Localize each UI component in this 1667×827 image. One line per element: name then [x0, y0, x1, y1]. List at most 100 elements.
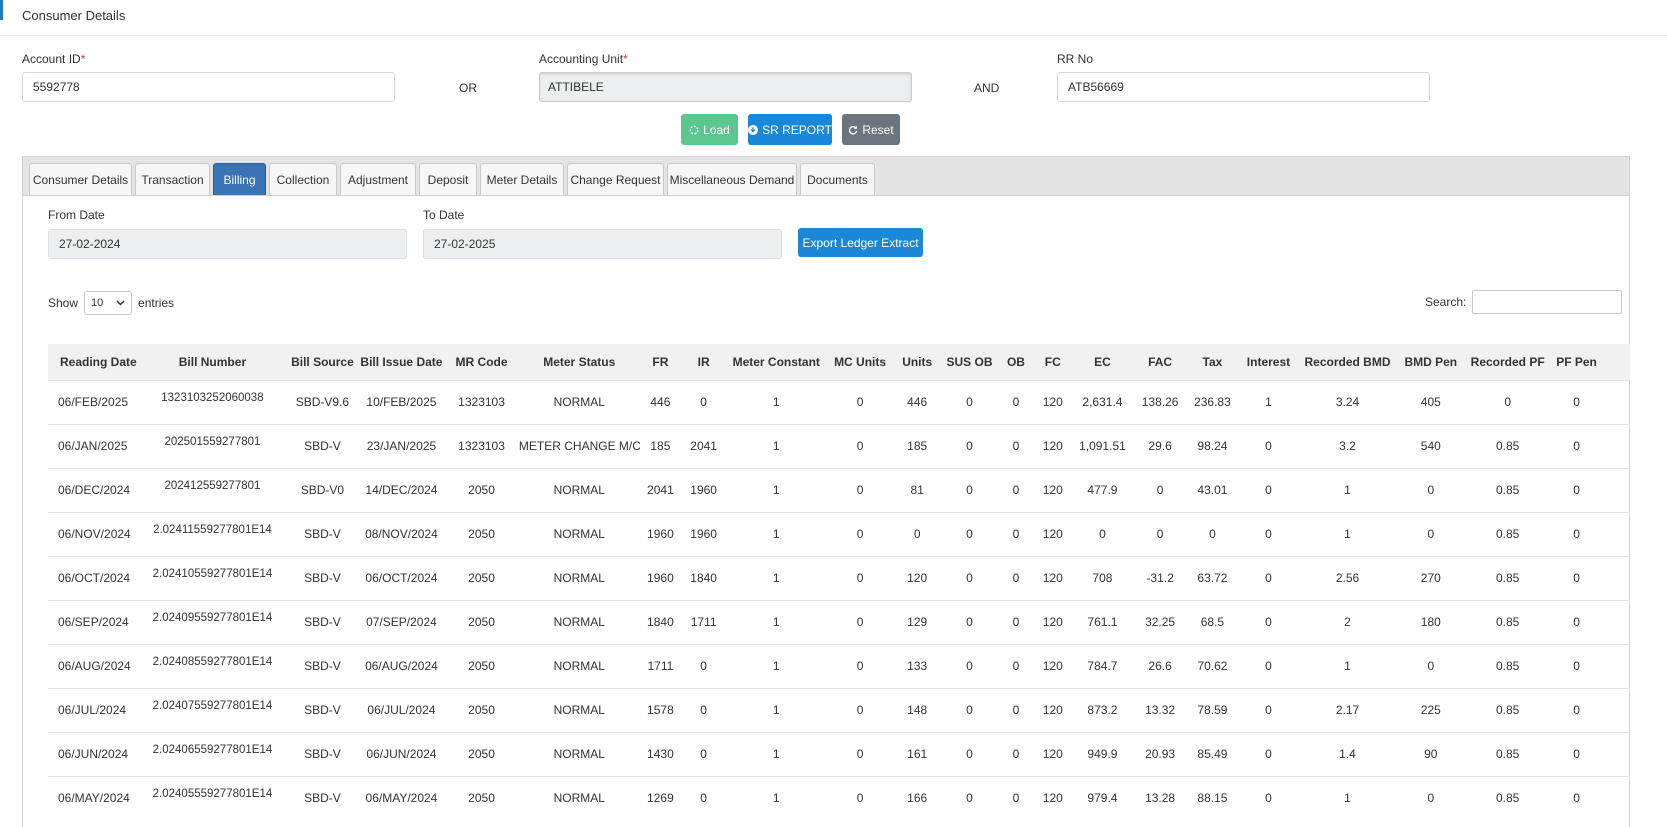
table-cell: 0	[998, 687, 1034, 732]
table-cell: 202412559277801	[138, 467, 287, 512]
table-cell: SBD-V	[286, 687, 359, 732]
table-cell: 708	[1072, 555, 1133, 600]
billing-table: Reading Date Bill Number Bill Source Bill I…	[48, 344, 1630, 820]
table-row[interactable]: 06/NOV/2024 2.02411559277801E14 SBD-V 08/NO…	[48, 511, 1630, 556]
rr-no-input[interactable]: ATB56669	[1057, 72, 1430, 102]
table-row[interactable]: 06/DEC/2024 202412559277801 SBD-V0 14/DEC/2…	[48, 467, 1630, 512]
table-cell: 06/MAY/2024	[48, 775, 139, 820]
column-header[interactable]: MR Code	[444, 344, 519, 380]
table-cell: 0	[998, 643, 1034, 688]
tab-change-request[interactable]: Change Request	[567, 163, 664, 195]
table-cell: 161	[893, 731, 941, 776]
tab-consumer-details[interactable]: Consumer Details	[29, 163, 132, 195]
tab-collection[interactable]: Collection	[269, 163, 337, 195]
table-cell: 1578	[639, 687, 682, 732]
table-cell: 0	[940, 423, 999, 468]
sr-report-button[interactable]: SR REPORT	[748, 114, 832, 145]
table-cell: 14/DEC/2024	[358, 467, 445, 512]
column-header[interactable]: Bill Issue Date	[358, 344, 445, 380]
column-header[interactable]: SUS OB	[940, 344, 999, 380]
table-cell: 0	[826, 687, 894, 732]
table-cell: 98.24	[1187, 423, 1238, 468]
search-input[interactable]	[1472, 290, 1623, 314]
tab-documents[interactable]: Documents	[800, 163, 875, 195]
column-header[interactable]: BMD Pen	[1395, 344, 1467, 380]
table-cell: 0	[940, 731, 999, 776]
accounting-unit-label: Accounting Unit*	[539, 52, 628, 66]
column-header[interactable]: Interest	[1237, 344, 1300, 380]
table-cell: 0	[998, 731, 1034, 776]
column-header[interactable]: IR	[681, 344, 727, 380]
table-cell: 0	[1237, 511, 1300, 556]
table-cell: 1	[1299, 775, 1396, 820]
tab-deposit[interactable]: Deposit	[419, 163, 477, 195]
table-row[interactable]: 06/FEB/2025 1323103252060038 SBD-V9.6 10/FE…	[48, 379, 1630, 424]
table-cell: 0	[940, 379, 999, 424]
accounting-unit-field[interactable]: ATTIBELE	[539, 72, 912, 102]
export-ledger-button[interactable]: Export Ledger Extract	[798, 228, 923, 257]
table-cell: 0	[826, 379, 894, 424]
column-header[interactable]: Meter Status	[518, 344, 640, 380]
table-row[interactable]: 06/JUN/2024 2.02406559277801E14 SBD-V 06/JU…	[48, 731, 1630, 776]
column-header[interactable]: Units	[893, 344, 941, 380]
entries-select[interactable]: 10	[84, 291, 133, 315]
column-header[interactable]: EC	[1072, 344, 1133, 380]
table-cell: 0	[998, 379, 1034, 424]
column-header[interactable]: Recorded BMD	[1299, 344, 1396, 380]
table-cell: 0	[826, 599, 894, 644]
column-header[interactable]: MC Units	[826, 344, 894, 380]
refresh-icon	[849, 125, 858, 134]
column-header[interactable]: Tax	[1187, 344, 1238, 380]
column-header[interactable]: Reading Date	[48, 344, 139, 380]
table-row[interactable]: 06/JUL/2024 2.02407559277801E14 SBD-V 06/JU…	[48, 687, 1630, 732]
table-cell	[1603, 555, 1630, 600]
column-header[interactable]: O	[1603, 344, 1630, 380]
table-cell: 133	[893, 643, 941, 688]
table-row[interactable]: 06/JAN/2025 202501559277801 SBD-V 23/JAN/20…	[48, 423, 1630, 468]
table-cell: 120	[893, 555, 941, 600]
table-row[interactable]: 06/OCT/2024 2.02410559277801E14 SBD-V 06/OC…	[48, 555, 1630, 600]
reset-button[interactable]: Reset	[842, 114, 900, 145]
column-header[interactable]: PF Pen	[1549, 344, 1604, 380]
tab-miscellaneous-demand[interactable]: Miscellaneous Demand	[667, 163, 797, 195]
table-cell: 0	[1395, 467, 1467, 512]
table-cell: 0	[998, 775, 1034, 820]
table-cell	[1603, 643, 1630, 688]
table-cell: 0	[681, 731, 727, 776]
tab-adjustment[interactable]: Adjustment	[340, 163, 416, 195]
table-cell: 06/JUN/2024	[358, 731, 445, 776]
table-cell: 0	[681, 687, 727, 732]
table-row[interactable]: 06/MAY/2024 2.02405559277801E14 SBD-V 06/MA…	[48, 775, 1630, 820]
table-cell: 13.28	[1132, 775, 1188, 820]
table-cell: 1	[726, 379, 827, 424]
table-row[interactable]: 06/AUG/2024 2.02408559277801E14 SBD-V 06/AU…	[48, 643, 1630, 688]
panel-header: Consumer Details	[0, 0, 1667, 36]
table-cell: 166	[893, 775, 941, 820]
table-cell: 1	[726, 731, 827, 776]
tab-meter-details[interactable]: Meter Details	[480, 163, 564, 195]
table-row[interactable]: 06/SEP/2024 2.02409559277801E14 SBD-V 07/SE…	[48, 599, 1630, 644]
load-button[interactable]: Load	[681, 114, 738, 145]
table-cell: 120	[1033, 643, 1073, 688]
table-cell: 0	[940, 643, 999, 688]
column-header[interactable]: OB	[998, 344, 1034, 380]
column-header[interactable]: Bill Source	[286, 344, 359, 380]
table-cell	[1603, 775, 1630, 820]
table-cell: 761.1	[1072, 599, 1133, 644]
from-date-input[interactable]: 27-02-2024	[48, 229, 407, 259]
tab-billing[interactable]: Billing	[213, 163, 266, 195]
to-date-input[interactable]: 27-02-2025	[423, 229, 782, 259]
load-label: Load	[703, 122, 730, 137]
column-header[interactable]: Bill Number	[138, 344, 287, 380]
column-header[interactable]: Meter Constant	[726, 344, 827, 380]
table-cell: 0	[681, 379, 727, 424]
chevron-down-icon	[116, 300, 125, 306]
tab-transaction[interactable]: Transaction	[135, 163, 210, 195]
table-cell: 0	[1395, 643, 1467, 688]
column-header[interactable]: FC	[1033, 344, 1073, 380]
account-id-input[interactable]: 5592778	[22, 72, 395, 102]
column-header[interactable]: FR	[639, 344, 682, 380]
column-header[interactable]: FAC	[1132, 344, 1188, 380]
table-cell: 0	[1466, 379, 1550, 424]
column-header[interactable]: Recorded PF	[1466, 344, 1550, 380]
